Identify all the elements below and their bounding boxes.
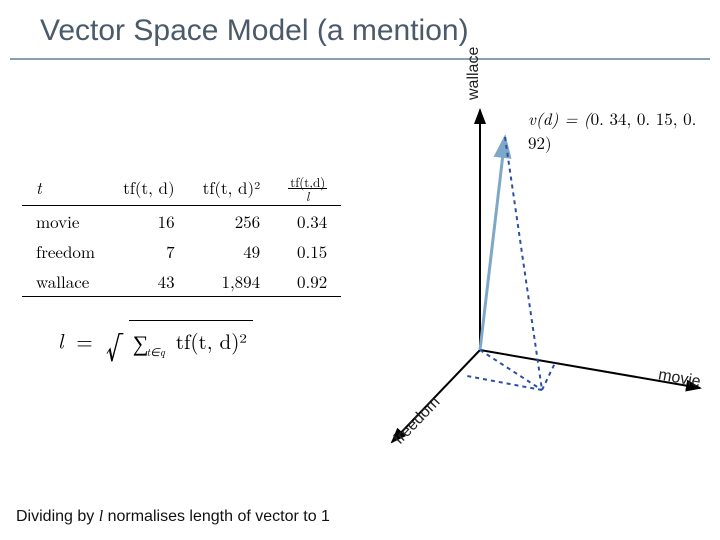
axes-diagram: wallace movie freedom [360,90,720,470]
cell-t: wallace [22,266,109,297]
cell-t: movie [22,205,109,236]
col-tfnorm: tf(t,d)l [274,170,341,205]
cell-tf2: 1,894 [189,266,275,297]
tf-table: t tf(t, d) tf(t, d)² tf(t,d)l movie 16 2… [22,170,341,297]
table-header-row: t tf(t, d) tf(t, d)² tf(t,d)l [22,170,341,205]
title-rule [10,58,710,60]
slide-header: Vector Space Model (a mention) [0,8,720,60]
col-t: t [22,170,109,205]
cell-tf: 43 [109,266,189,297]
cell-n: 0.92 [274,266,341,297]
col-tf: tf(t, d) [109,170,189,205]
table-row: movie 16 256 0.34 [22,205,341,236]
cell-tf: 7 [109,236,189,266]
cell-tf2: 49 [189,236,275,266]
length-formula: l = √ ∑t∈q tf(t, d)² [58,320,253,368]
cell-tf: 16 [109,205,189,236]
footer-note: Dividing by l normalises length of vecto… [16,508,330,526]
cell-n: 0.34 [274,205,341,236]
cell-t: freedom [22,236,109,266]
table-row: freedom 7 49 0.15 [22,236,341,266]
axis-z-label: wallace [465,47,483,100]
table-row: wallace 43 1,894 0.92 [22,266,341,297]
cell-n: 0.15 [274,236,341,266]
cell-tf2: 256 [189,205,275,236]
slide-title: Vector Space Model (a mention) [0,8,720,58]
col-tf2: tf(t, d)² [189,170,275,205]
